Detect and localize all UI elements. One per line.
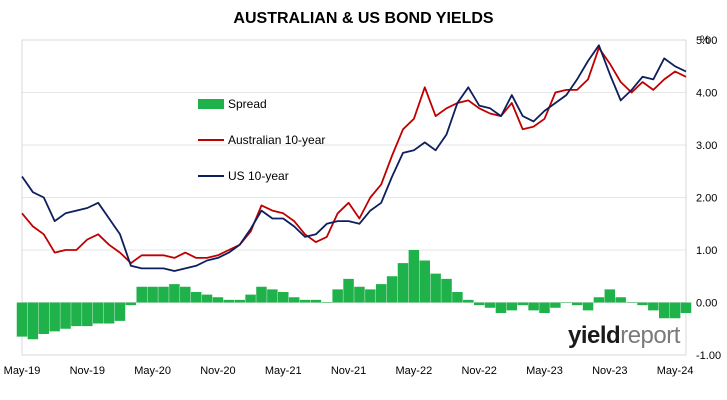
spread-bar [517, 302, 528, 306]
spread-bar [288, 297, 300, 303]
spread-bar [473, 302, 485, 306]
x-tick-label: Nov-20 [200, 365, 235, 377]
series-line [21, 47, 687, 264]
spread-bar [190, 292, 202, 303]
spread-bar [147, 286, 158, 303]
plot-frame [21, 39, 687, 356]
spread-bar [267, 289, 278, 303]
spread-bar [114, 302, 126, 321]
spread-bar [354, 286, 365, 303]
spread-bar [582, 302, 594, 311]
y-tick-label: 5.00 [696, 35, 717, 47]
spread-bar [234, 299, 245, 303]
spread-bar [419, 260, 431, 303]
chart-title: AUSTRALIAN & US BOND YIELDS [233, 10, 494, 27]
y-tick-label: 3.00 [696, 140, 717, 152]
spread-bar [212, 297, 224, 303]
spread-bar [593, 297, 605, 303]
spread-bar [49, 302, 60, 332]
y-tick-label: 0.00 [696, 298, 717, 310]
spread-bar [539, 302, 550, 313]
spread-bar [637, 302, 648, 306]
x-tick-label: May-20 [134, 365, 171, 377]
spread-bar [452, 292, 463, 303]
x-tick-label: Nov-23 [592, 365, 627, 377]
spread-bar [92, 302, 104, 324]
spread-bar [375, 284, 387, 303]
spread-bar [103, 302, 115, 324]
spread-bar [321, 302, 333, 303]
spread-bar [299, 299, 311, 303]
x-tick-label: May-24 [657, 365, 694, 377]
spread-bar [408, 250, 420, 303]
spread-bar [201, 294, 213, 303]
spread-bar [648, 302, 659, 311]
spread-bar [60, 302, 71, 329]
spread-bar [615, 297, 626, 303]
spread-bar [180, 286, 191, 303]
spread-bar [528, 302, 539, 311]
spread-bar [169, 284, 180, 303]
spread-bar [430, 273, 441, 303]
x-tick-label: May-19 [4, 365, 41, 377]
y-tick-label: -1.00 [696, 350, 721, 362]
spread-bar [365, 289, 376, 303]
x-tick-label: May-21 [265, 365, 302, 377]
spread-bar [495, 302, 507, 313]
spread-bar [310, 299, 322, 303]
spread-bar [82, 302, 93, 327]
spread-bar [386, 276, 398, 303]
spread-bar [158, 286, 169, 303]
spread-bar [397, 263, 409, 303]
spread-bar [550, 302, 561, 308]
spread-bar [71, 302, 82, 327]
spread-bar [441, 278, 452, 303]
spread-bar [223, 299, 235, 303]
spread-bar [277, 292, 289, 303]
spread-bar [125, 302, 137, 306]
spread-bar [136, 286, 147, 303]
x-tick-label: May-22 [396, 365, 433, 377]
spread-bar [256, 286, 267, 303]
y-tick-label: 2.00 [696, 193, 717, 205]
spread-bar [27, 302, 39, 340]
spread-bar [332, 289, 343, 303]
y-tick-label: 1.00 [696, 245, 717, 257]
y-axis-unit: % [700, 34, 710, 46]
x-tick-label: Nov-21 [331, 365, 366, 377]
legend-swatch [198, 99, 224, 109]
spread-bar [463, 299, 474, 303]
spread-bar [669, 302, 681, 319]
spread-bar [38, 302, 50, 334]
legend-label: Spread [228, 97, 267, 111]
spread-bar [561, 302, 572, 303]
spread-bar [626, 302, 637, 303]
series-line [21, 44, 687, 272]
spread-bar [484, 302, 496, 308]
spread-bar [16, 302, 28, 337]
spread-bar [604, 289, 616, 303]
spread-bar [506, 302, 518, 311]
spread-bar [571, 302, 583, 306]
spread-bar [245, 294, 256, 303]
spread-bar [658, 302, 670, 319]
x-tick-label: Nov-19 [70, 365, 105, 377]
yieldreport-logo: yieldreport [568, 322, 680, 349]
legend-label: Australian 10-year [228, 133, 325, 147]
x-tick-label: May-23 [526, 365, 563, 377]
y-tick-label: 4.00 [696, 88, 717, 100]
spread-bar [343, 278, 354, 303]
x-tick-label: Nov-22 [461, 365, 496, 377]
spread-bar [680, 302, 692, 313]
legend-label: US 10-year [228, 169, 289, 183]
